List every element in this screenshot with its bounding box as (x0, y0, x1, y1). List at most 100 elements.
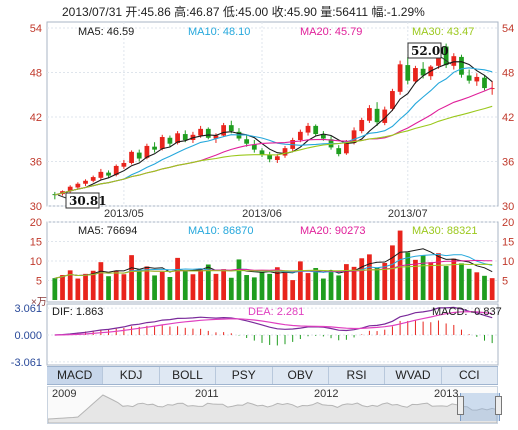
vol-ma20-label: MA20: 90273 (300, 225, 365, 237)
candle-body (159, 137, 165, 149)
candle-body (420, 68, 426, 76)
volume-bar (198, 268, 203, 300)
candle-body (320, 134, 326, 139)
volume-bar (129, 255, 134, 300)
tab-obv[interactable]: OBV (273, 367, 329, 384)
grid-lines (47, 22, 498, 363)
candle-body (75, 183, 81, 188)
tab-macd[interactable]: MACD (47, 367, 104, 384)
navigator-right-handle[interactable] (495, 396, 502, 415)
low-annotation: 30.81 (57, 192, 107, 209)
candle-body (121, 162, 127, 167)
volume-bar (374, 267, 380, 300)
navigator-year-2009: 2009 (52, 388, 77, 400)
price-tick-right: 54 (502, 23, 514, 35)
volume-tick-left: 20 (30, 217, 42, 229)
volume-bar (267, 273, 273, 300)
volume-tick-left: 15 (30, 237, 42, 249)
volume-bar (205, 264, 211, 300)
volume-bar (336, 275, 342, 300)
ma10-line (54, 67, 493, 196)
quote-close: 收:45.90 (271, 5, 317, 19)
volume-bar (67, 270, 73, 300)
volume-bar (90, 270, 96, 300)
volume-bar (290, 280, 296, 300)
stock-chart[interactable]: 30 30 36 36 42 42 48 48 54 54 2013/05 2013/06 2013/0… (0, 0, 518, 366)
time-navigator[interactable]: 2009 2011 2012 2013 (47, 386, 502, 424)
macd-tick-left: -3.061 (11, 357, 42, 366)
volume-bar (83, 273, 88, 300)
volume-bar (474, 272, 480, 300)
volume-tick-right: 15 (502, 237, 514, 249)
vol-ma5-label: MA5: 76694 (78, 225, 137, 237)
macd-dea-label: DEA: 2.281 (248, 306, 304, 318)
volume-bar (152, 275, 157, 300)
volume-bar (382, 262, 388, 300)
macd-dif-line (54, 306, 493, 336)
tab-boll[interactable]: BOLL (160, 367, 217, 384)
macd-indicator (54, 306, 493, 346)
volume-bar (98, 262, 104, 300)
volume-tick-left: 5 (36, 276, 42, 288)
candle-body (182, 134, 188, 140)
volume-bar (251, 277, 257, 300)
volume-bar (167, 276, 173, 300)
ma30-line (54, 105, 493, 196)
price-tick-left: 42 (30, 112, 42, 124)
tab-psy[interactable]: PSY (216, 367, 273, 384)
volume-ma5-line (54, 248, 493, 279)
candle-body (267, 154, 273, 160)
candle-body (474, 76, 480, 82)
tab-cci[interactable]: CCI (442, 367, 498, 384)
volume-bar (182, 271, 188, 300)
tab-rsi[interactable]: RSI (329, 367, 386, 384)
volume-bar (466, 268, 472, 300)
price-tick-left: 30 (30, 201, 42, 213)
navigator-selection-window[interactable] (460, 393, 500, 421)
volume-bar (121, 274, 127, 300)
quote-change: 幅:-1.29% (371, 5, 425, 19)
low-annotation-label: 30.81 (69, 194, 107, 208)
volume-bar (136, 269, 142, 300)
volume-bar (328, 270, 334, 300)
candle-body (98, 171, 104, 178)
navigator-left-handle[interactable] (457, 396, 464, 415)
volume-bar (221, 269, 227, 300)
candle-body (244, 139, 250, 144)
volume-bar (190, 274, 196, 300)
candle-body (167, 137, 173, 144)
candle-body (213, 135, 219, 139)
macd-value-label: MACD: -0.837 (432, 306, 502, 318)
candle-body (374, 108, 380, 123)
tab-kdj[interactable]: KDJ (103, 367, 160, 384)
candle-body (129, 151, 134, 163)
navigator-year-2013: 2013 (434, 388, 459, 400)
volume-bar (274, 267, 280, 300)
price-tick-right: 36 (502, 157, 514, 169)
macd-tick-left: 3.061 (14, 303, 42, 315)
macd-tick-left: 0.000 (14, 330, 42, 342)
date-tick-label: 2013/05 (104, 208, 144, 220)
candle-body (367, 108, 372, 121)
candle-body (297, 131, 303, 140)
volume-bar (297, 261, 303, 300)
volume-tick-right: 20 (502, 217, 514, 229)
volume-bar (259, 272, 265, 300)
volume-bar (75, 278, 81, 300)
candle-body (489, 88, 495, 90)
volume-bar (236, 259, 242, 300)
indicator-tabs: MACD KDJ BOLL PSY OBV RSI WVAD CCI (47, 366, 498, 385)
volume-bar (144, 266, 150, 300)
price-tick-left: 36 (30, 157, 42, 169)
candle-body (136, 152, 142, 159)
candle-body (397, 64, 403, 92)
volume-bar (405, 252, 411, 300)
candle-body (198, 128, 203, 136)
volume-tick-left: 10 (30, 256, 42, 268)
volume-bar (459, 263, 464, 300)
tab-wvad[interactable]: WVAD (385, 367, 442, 384)
volume-unit-label: ×万 (31, 297, 47, 308)
candle-body (382, 109, 388, 123)
volume-bar (52, 278, 58, 300)
quote-info-bar: 2013/07/31 开:45.86 高:46.87 低:45.00 收:45.… (62, 3, 425, 20)
